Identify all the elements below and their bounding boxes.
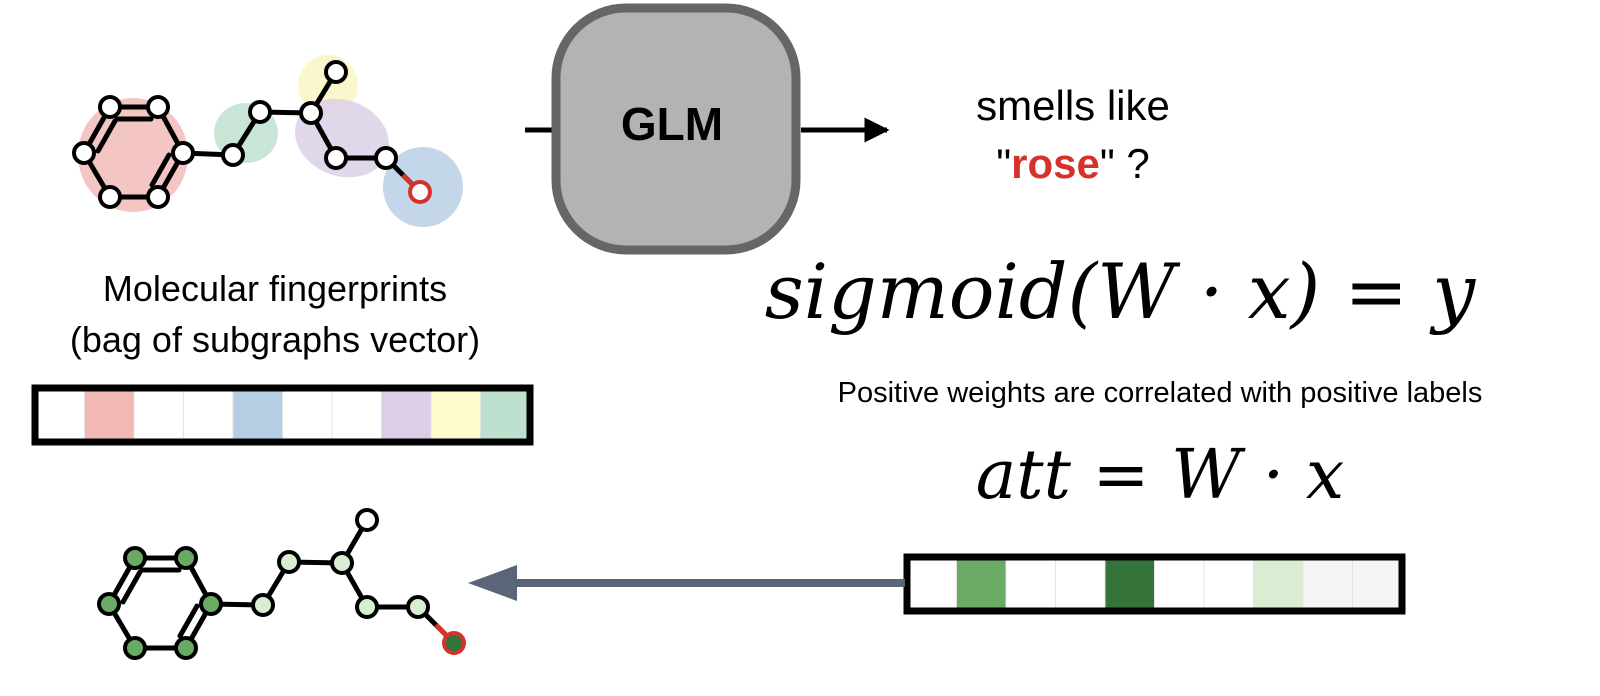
fingerprint-cell-7 [381,387,432,443]
model-equation: sigmoid(W · x) = y [765,247,1476,336]
fingerprint-caption-line1: Molecular fingerprints [103,268,447,309]
fingerprint-vector [31,384,534,446]
output-label-line1: smells like [976,82,1170,129]
attribution-cell-3 [1055,556,1106,612]
fingerprint-caption-line2: (bag of subgraphs vector) [70,319,480,360]
fingerprint-cell-2 [133,387,184,443]
fingerprint-cell-1 [84,387,135,443]
fingerprint-cell-3 [183,387,234,443]
attribution-cell-6 [1203,556,1254,612]
subgraph-highlight-purple [295,98,389,178]
attribution-cell-4 [1104,556,1155,612]
output-label-line2: "rose" ? [996,140,1150,187]
attribution-cell-7 [1253,556,1304,612]
glm-box [551,3,801,255]
fingerprint-cell-0 [34,387,85,443]
attribution-cell-0 [906,556,957,612]
fingerprint-cell-6 [331,387,382,443]
fingerprint-cell-5 [282,387,333,443]
attribution-cell-9 [1352,556,1403,612]
attribution-cell-frame [903,553,1406,615]
fingerprint-cell-9 [480,387,531,443]
fingerprint-cell-8 [430,387,481,443]
weights-note: Positive weights are correlated with pos… [838,377,1483,409]
attribution-cell-5 [1154,556,1205,612]
subgraph-highlight-red [78,98,188,212]
attribution-back-arrow [468,565,905,601]
attribution-cell-1 [956,556,1007,612]
attribution-cell-8 [1302,556,1353,612]
attribution-equation: att = W · x [976,436,1345,515]
output-word-rose: rose [1011,140,1100,187]
fingerprint-cell-4 [232,387,283,443]
attribution-cell-2 [1005,556,1056,612]
glm-label: GLM [621,98,723,150]
molecule-fingerprint-highlighted [72,55,463,227]
attribution-vector [903,553,1406,615]
molecule-attribution-colored [97,508,466,660]
fingerprint-cell-frame [31,384,534,446]
